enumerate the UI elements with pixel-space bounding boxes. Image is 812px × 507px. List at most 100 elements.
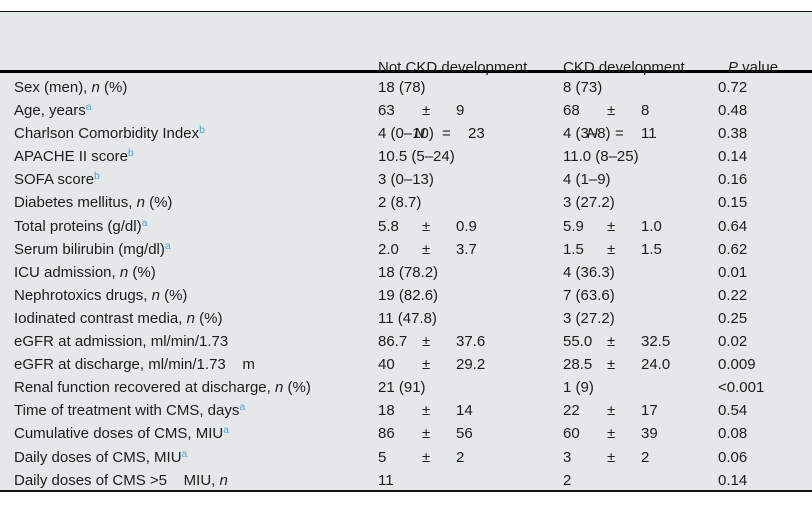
stat-value: 4 (36.3)	[563, 263, 615, 281]
footnote-marker: b	[127, 147, 134, 160]
stat-mean: 60	[563, 425, 580, 443]
header-ckd: CKD development N = 11	[563, 12, 718, 181]
footnote-marker: a	[141, 216, 148, 229]
label-text: eGFR at admission, ml/min/1.73	[14, 333, 229, 351]
plus-minus-sign: ±	[607, 240, 616, 258]
stat-mean: 86.7	[378, 333, 408, 351]
p-value: 0.14	[718, 148, 748, 166]
stat-mean: 5.8	[378, 217, 399, 235]
p-value: 0.009	[718, 356, 756, 374]
label-text: Daily doses of CMS, MIU	[14, 448, 182, 466]
cell-not-ckd: 86.7 ±37.6	[378, 330, 563, 353]
cell-not-ckd: 2.0 ±3.7	[378, 238, 563, 261]
cell-not-ckd: 18 (78.2)	[378, 261, 563, 284]
equals-sign: =	[615, 125, 624, 142]
header-ckd-title: CKD development	[563, 59, 685, 76]
cell-p-value: 0.22	[718, 284, 812, 307]
label-text: eGFR at discharge, ml/min/1.73 m	[14, 356, 255, 374]
cell-ckd: 55.0 ±32.5	[563, 330, 718, 353]
p-value: 0.02	[718, 333, 748, 351]
stat-sd: 29.2	[456, 356, 486, 374]
row-label: eGFR at discharge, ml/min/1.73 m	[14, 353, 378, 376]
cell-not-ckd: 40 ±29.2	[378, 353, 563, 376]
footnote-marker: b	[94, 170, 100, 183]
p-value: 0.38	[718, 125, 748, 143]
cell-not-ckd: 11	[378, 469, 563, 492]
footnote-marker: a	[164, 239, 171, 252]
cell-not-ckd: 19 (82.6)	[378, 284, 563, 307]
cell-p-value: <0.001	[718, 376, 812, 399]
label-text: Age, years	[14, 102, 86, 120]
p-value: 0.01	[718, 263, 748, 281]
stat-value: 11 (47.8)	[378, 309, 437, 327]
row-label: Total proteins (g/dl)a	[14, 215, 378, 238]
n-symbol: N	[587, 125, 598, 142]
cell-ckd: 28.5 ±24.0	[563, 353, 718, 376]
label-text: Nephrotoxics drugs,	[14, 286, 152, 304]
p-value: 0.48	[718, 102, 748, 120]
label-text: (%)	[283, 379, 311, 397]
cell-p-value: 0.15	[718, 191, 812, 214]
plus-minus-sign: ±	[422, 240, 431, 258]
cell-not-ckd: 2 (8.7)	[378, 191, 563, 214]
stat-sd: 39	[641, 425, 658, 443]
plus-minus-sign: ±	[607, 217, 616, 235]
stat-value: 1 (9)	[563, 379, 594, 397]
stat-value: 11.0 (8–25)	[563, 148, 639, 166]
stat-sd: 8	[641, 102, 650, 120]
cell-ckd: 4 (1–9)	[563, 168, 718, 191]
stat-mean: 5.9	[563, 217, 584, 235]
cell-ckd: 7 (63.6)	[563, 284, 718, 307]
n-count: 11	[641, 125, 657, 142]
label-text: n	[186, 309, 195, 327]
p-value: 0.62	[718, 240, 748, 258]
label-text: (%)	[159, 286, 188, 304]
table-row: SOFA scoreb 3 (0–13) 4 (1–9) 0.16	[0, 168, 812, 191]
footnote-marker: a	[181, 447, 188, 460]
header-p-value-title: P value	[728, 58, 812, 77]
p-value-word: value	[738, 59, 779, 76]
table-row: Daily doses of CMS >5 MIU, n 11 2 0.14	[0, 469, 812, 492]
header-not-ckd-n: N = 23	[378, 124, 563, 143]
stat-sd: 3.7	[456, 240, 477, 258]
stat-mean: 18	[378, 402, 395, 420]
cell-ckd: 5.9 ±1.0	[563, 215, 718, 238]
p-value: 0.22	[718, 286, 748, 304]
plus-minus-sign: ±	[422, 356, 431, 374]
cell-not-ckd: 10.5 (5–24)	[378, 145, 563, 168]
stat-value: 3 (0–13)	[378, 171, 434, 189]
cell-p-value: 0.14	[718, 469, 812, 492]
stat-value: 19 (82.6)	[378, 286, 439, 304]
plus-minus-sign: ±	[422, 217, 431, 235]
plus-minus-sign: ±	[607, 402, 616, 420]
p-value: 0.25	[718, 309, 748, 327]
label-text: n	[274, 379, 284, 397]
footnote-marker: b	[199, 124, 205, 137]
cell-p-value: 0.06	[718, 446, 812, 469]
row-label: Age, yearsa	[14, 99, 378, 122]
stat-value: 10.5 (5–24)	[378, 148, 455, 166]
cell-p-value: 0.48	[718, 99, 812, 122]
cell-ckd: 3 (27.2)	[563, 191, 718, 214]
plus-minus-sign: ±	[422, 102, 431, 120]
clinical-comparison-table: Not CKD development N = 23 CKD development…	[0, 11, 812, 492]
cell-p-value: 0.009	[718, 353, 812, 376]
stat-sd: 37.6	[456, 333, 486, 351]
table-row: Serum bilirubin (mg/dl)a 2.0 ±3.7 1.5 ±1.5 0.…	[0, 238, 812, 261]
stat-mean: 3	[563, 448, 572, 466]
row-label: SOFA scoreb	[14, 168, 378, 191]
cell-ckd: 4 (36.3)	[563, 261, 718, 284]
row-label: Renal function recovered at discharge, n…	[14, 376, 378, 399]
stat-value: 3 (27.2)	[563, 194, 615, 212]
cell-not-ckd: 5 ±2	[378, 446, 563, 469]
row-label: APACHE II scoreb	[14, 145, 378, 168]
stat-mean: 5	[378, 448, 387, 466]
header-ckd-n: N = 11	[563, 124, 718, 143]
stat-sd: 1.5	[641, 240, 662, 258]
cell-p-value: 0.38	[718, 122, 812, 145]
label-text: ICU admission,	[14, 263, 120, 281]
label-text: (%)	[194, 309, 223, 327]
footnote-marker: a	[85, 101, 92, 114]
cell-p-value: 0.08	[718, 422, 812, 445]
